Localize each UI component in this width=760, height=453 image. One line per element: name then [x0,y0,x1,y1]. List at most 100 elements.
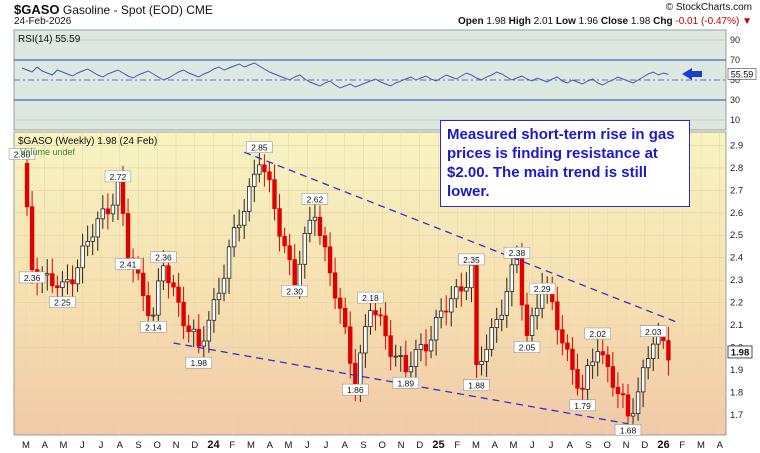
price-label: 1.86 [342,383,369,396]
open-label: Open [458,16,484,27]
price-label: 2.41 [114,258,142,270]
price-label: 2.02 [584,327,611,340]
rsi-tick-label-10: 10 [730,115,740,125]
price-label-text: 2.38 [509,248,526,258]
candle [267,161,272,193]
price-label-text: 2.80 [14,149,31,159]
x-tick-label: D [416,440,423,451]
annotation-box: Measured short-term rise in gas prices i… [440,120,690,207]
x-tick-label: J [99,440,104,451]
candle [85,225,90,257]
rsi-line [21,62,669,89]
x-tick-label: O [379,440,386,451]
price-label-text: 2.36 [155,253,172,263]
close-label: Close [600,16,629,27]
candle [206,311,212,353]
candle [605,346,610,383]
price-label-text: 1.86 [347,385,364,395]
candle [231,214,237,257]
x-tick-label: M [472,440,480,451]
candle [398,346,403,372]
price-tag-text: 1.98 [731,347,750,358]
x-tick-label: A [42,440,49,451]
price-axis: 2.92.82.72.62.52.42.32.22.12.01.91.81.7 [730,140,743,420]
candle [307,206,313,243]
x-tick-label: 26 [657,439,669,451]
x-tick-label: O [604,440,611,451]
x-tick-label: F [679,440,685,451]
price-tick-label: 1.7 [730,410,743,421]
price-label-text: 1.89 [398,378,415,388]
rsi-axis: 90 70 50 30 10 [730,35,740,125]
chart-header: $GASO Gasoline - Spot (EOD) CME 24-Feb-2… [0,0,760,30]
price-label: 1.68 [614,424,642,436]
candle [337,287,343,324]
symbol-title: $GASO Gasoline - Spot (EOD) CME [14,2,213,17]
price-tick-label: 2.1 [730,320,743,331]
candle [312,201,318,236]
chg-label: Chg [653,16,673,27]
price-label-text: 2.03 [645,327,662,337]
candle [403,340,408,380]
candle [75,259,80,293]
candle [196,314,201,354]
chg-value: -0.01 (-0.47%) [675,16,740,27]
price-tick-label: 1.8 [730,387,743,398]
price-tick-label: 1.9 [730,365,743,376]
rsi-tick-label-30: 30 [730,95,740,105]
candle [257,149,262,183]
candle [413,339,419,380]
price-label: 2.36 [18,271,46,284]
price-label: 2.29 [529,282,556,295]
trendline [243,151,679,324]
price-label-text: 2.14 [145,322,162,332]
price-tag: 1.98 [727,345,753,358]
candle [418,333,424,362]
low-value: 1.96 [578,16,599,27]
x-tick-label: J [324,440,329,451]
x-tick-label: N [173,440,180,451]
candle [615,372,621,409]
candle [438,298,444,329]
candle [378,307,383,326]
price-label-text: 2.29 [534,284,551,294]
candle [80,233,85,284]
x-tick-label: M [247,440,255,451]
x-axis: M A M J J A S O N D 24 F M A M J J A S O N D 25 F M A M J J A S O N D 26 F M… [22,439,724,451]
candle [302,226,307,279]
candle [635,377,641,421]
high-label: High [508,16,531,27]
candle [247,178,252,222]
candle [287,233,292,276]
candle [555,286,560,345]
candle [433,309,439,356]
price-label: 2.03 [640,325,667,338]
price-label: 1.79 [569,399,596,412]
candle [423,329,429,367]
x-tick-label: F [229,440,235,451]
candle [60,271,65,300]
candle [428,325,434,359]
candle [479,346,484,376]
candle [146,281,151,327]
candle [454,278,459,308]
x-tick-label: F [454,440,460,451]
candle [342,297,348,335]
price-label: 2.14 [140,321,167,333]
candle [317,205,323,245]
candle [90,223,95,256]
x-tick-label: J [80,440,85,451]
ohlc-readout: Open 1.98 High 2.01 Low 1.96 Close 1.98 … [458,16,752,27]
x-tick-label: J [549,440,554,451]
price-label: 2.18 [357,291,384,304]
candle [575,353,580,396]
candle [262,154,267,187]
candle [110,193,116,222]
candle [443,295,449,326]
rsi-label: RSI(14) 55.59 [18,34,81,45]
candle [70,265,75,299]
candle [95,211,100,251]
price-tick-label: 2.6 [730,208,743,219]
price-label: 2.85 [246,141,273,153]
price-label: 2.30 [281,285,308,297]
